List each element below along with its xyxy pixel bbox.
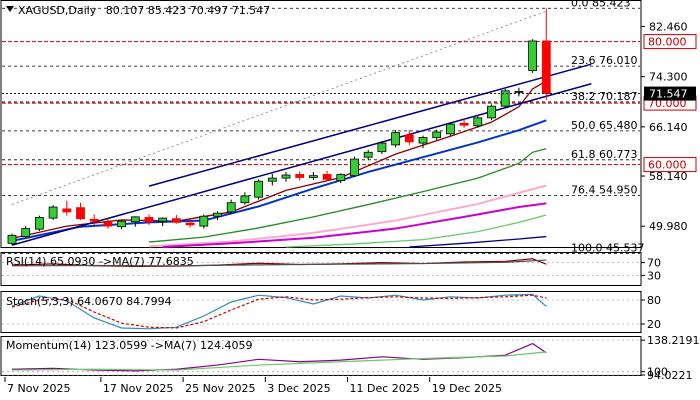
candle-body: [322, 174, 332, 180]
indicator-plots: [2, 258, 640, 376]
moving-average-line: [148, 147, 547, 243]
candle-body: [363, 151, 373, 158]
x-tick-label: 11 Dec 2025: [350, 382, 420, 395]
candle-body: [171, 218, 181, 223]
symbol-header: XAGUSD,Daily 80.107 85.423 70.497 71.547: [18, 4, 270, 17]
current-price-label: 71.547: [649, 88, 688, 101]
candle-body: [7, 234, 17, 244]
trend-dotted-line: [11, 10, 548, 205]
candle-body: [144, 217, 154, 223]
indicator-series-line: [11, 294, 547, 329]
candle-body: [76, 207, 85, 220]
moving-average-line: [148, 184, 547, 248]
current-price-badge: [644, 86, 696, 101]
candle-body: [404, 134, 414, 143]
candle-body: [213, 212, 222, 217]
y-tick-label: 82.460: [649, 20, 688, 33]
candle-body: [336, 174, 346, 181]
candle-body: [130, 216, 140, 223]
y-tick-label: 58.140: [649, 170, 688, 183]
candle-body: [35, 217, 44, 230]
momentum-title: Momentum(14) 123.0599 ->MA(7) 124.4059: [6, 339, 253, 352]
moving-average-line: [285, 214, 547, 248]
indicator-y-tick-label: 30: [647, 269, 661, 282]
fib-level-label: 0.0 85.423: [571, 0, 630, 9]
candle-body: [418, 137, 428, 144]
indicator-y-tick-label: 138.2191: [647, 334, 700, 347]
axis-labels: 7 Nov 2025 17 Nov 2025 25 Nov 2025 3 Dec 20…: [4, 20, 700, 395]
stoch-title: Stoch(5,3,3) 64.0670 84.7994: [6, 295, 172, 308]
candle-body: [445, 123, 455, 135]
candle-body: [308, 175, 318, 178]
candle-body: [103, 221, 113, 227]
candle-body: [226, 202, 236, 213]
fib-level-label: 61.8 60.773: [571, 148, 637, 161]
candle-body: [473, 117, 483, 127]
resistance-badge-label: 80.000: [648, 36, 687, 49]
ohlc-label: 80.107 85.423 70.497 71.547: [106, 4, 270, 17]
moving-average-line: [162, 202, 547, 248]
fib-level-label: 23.6 76.010: [571, 54, 637, 67]
x-tick-label: 25 Nov 2025: [185, 382, 255, 395]
candle-body: [514, 91, 524, 93]
candle-body: [48, 206, 58, 219]
resistance-badge: [643, 34, 697, 50]
x-tick-label: 17 Nov 2025: [103, 382, 173, 395]
candle-body: [528, 40, 537, 71]
candle-body: [391, 132, 401, 146]
fib-level-label: 76.4 54.950: [571, 184, 637, 197]
y-tick-label: 74.300: [649, 71, 688, 84]
candle-body: [240, 195, 250, 204]
indicator-y-tick-label: 100: [647, 366, 668, 379]
candle-body: [254, 180, 264, 198]
resistance-badge: [643, 157, 697, 173]
fib-level-label: 50.0 65.480: [571, 119, 637, 132]
candle-body: [281, 174, 291, 179]
candle-body: [21, 228, 31, 237]
candle-body: [62, 208, 72, 213]
indicator-y-tick-label: 80: [647, 294, 661, 307]
stoch-panel-frame: [0, 291, 642, 333]
channel-upper-line: [148, 63, 592, 187]
moving-average-line: [11, 119, 547, 242]
candle-body: [459, 122, 469, 126]
candle-body: [500, 90, 510, 107]
x-tick-label: 7 Nov 2025: [7, 382, 70, 395]
symbol-label: XAGUSD,Daily: [18, 4, 97, 17]
candle-body: [432, 131, 442, 138]
candle-body: [89, 218, 99, 222]
momentum-panel-frame: [0, 336, 642, 376]
candle-body: [185, 222, 195, 226]
fib-level-label: 100.0 45.537: [571, 242, 644, 255]
indicator-y-tick-label: 70: [647, 257, 661, 270]
moving-average-line: [409, 235, 547, 248]
indicator-y-tick-label: 20: [647, 318, 661, 331]
indicator-series-line: [11, 259, 547, 267]
candle-body: [158, 217, 168, 222]
candle-body: [487, 105, 496, 119]
y-tick-label: 66.140: [649, 121, 688, 134]
rsi-title: RSI(14) 65.0930 ->MA(7) 77.6835: [6, 255, 194, 268]
candle-body: [117, 220, 126, 228]
candle-body: [267, 177, 277, 182]
x-tick-label: 3 Dec 2025: [267, 382, 330, 395]
candle-body: [541, 40, 551, 94]
x-tick-label: 19 Dec 2025: [432, 382, 502, 395]
collapse-triangle-icon[interactable]: [6, 6, 14, 12]
candle-body: [350, 158, 359, 177]
candle-body: [295, 174, 305, 178]
indicator-series-line: [11, 351, 547, 371]
price-panel-frame: [0, 0, 642, 248]
fib-level-label: 38.2 70.187: [571, 90, 637, 103]
rsi-panel-frame: [0, 252, 642, 286]
price-plot: 0.0 85.423 23.6 76.010 38.2 70.187 50.0 65.…: [2, 0, 644, 255]
y-tick-label: 49.980: [649, 220, 688, 233]
candle-body: [377, 142, 387, 153]
indicator-series-line: [11, 293, 547, 330]
resistance-badge-label: 60.000: [648, 159, 687, 172]
indicator-y-tick-label: 94.0221: [647, 369, 693, 382]
candle-body: [199, 215, 209, 227]
